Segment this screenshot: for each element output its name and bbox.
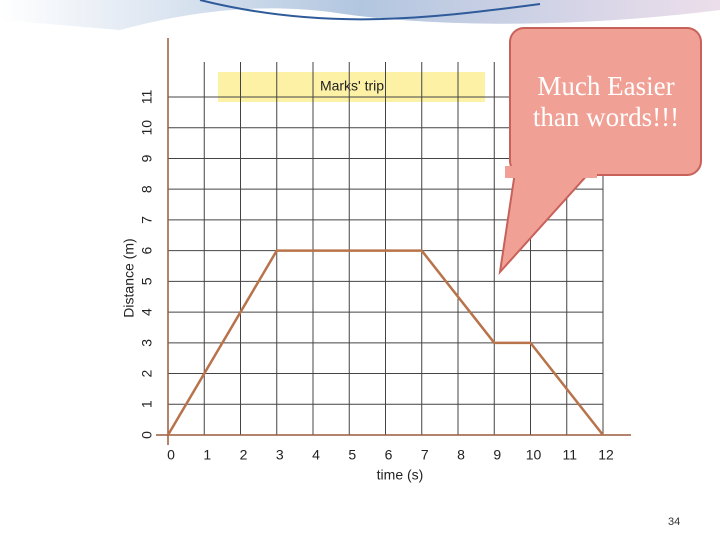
slide-number: 34 bbox=[668, 516, 681, 528]
y-tick-label: 8 bbox=[139, 185, 155, 193]
x-tick-label: 10 bbox=[526, 447, 542, 463]
y-axis-label: Distance (m) bbox=[121, 238, 137, 317]
y-tick-label: 10 bbox=[139, 120, 155, 136]
x-tick-label: 9 bbox=[493, 447, 501, 463]
y-tick-label: 11 bbox=[139, 90, 155, 105]
x-tick-label: 4 bbox=[312, 447, 320, 463]
y-tick-label: 9 bbox=[139, 154, 155, 162]
x-tick-label: 2 bbox=[240, 447, 248, 463]
x-tick-label: 6 bbox=[385, 447, 393, 463]
y-tick-label: 3 bbox=[139, 339, 155, 347]
annotation: Much Easier than words!!! bbox=[532, 70, 680, 132]
y-tick-label: 5 bbox=[139, 277, 155, 285]
x-tick-label: 3 bbox=[276, 447, 284, 463]
x-tick-label: 1 bbox=[203, 447, 211, 463]
chart-title: Marks' trip bbox=[320, 78, 384, 94]
callout-joint bbox=[505, 166, 597, 178]
y-tick-label: 0 bbox=[139, 431, 155, 439]
x-tick-label: 12 bbox=[598, 447, 614, 463]
x-tick-label: 5 bbox=[348, 447, 356, 463]
decoration bbox=[199, 0, 541, 21]
y-tick-label: 7 bbox=[139, 216, 155, 224]
y-tick-label: 1 bbox=[139, 400, 155, 408]
x-tick-label: 0 bbox=[167, 447, 175, 463]
data-line bbox=[166, 249, 604, 436]
y-tick-label: 4 bbox=[139, 308, 155, 316]
x-tick-label: 7 bbox=[421, 447, 429, 463]
callout-tail bbox=[498, 171, 593, 276]
x-tick-label: 11 bbox=[562, 447, 577, 463]
y-tick-label: 2 bbox=[139, 369, 155, 377]
x-axis-label: time (s) bbox=[377, 467, 424, 483]
y-tick-label: 6 bbox=[139, 247, 155, 255]
callout bbox=[509, 27, 702, 176]
x-tick-label: 8 bbox=[457, 447, 465, 463]
decoration bbox=[0, 0, 720, 30]
